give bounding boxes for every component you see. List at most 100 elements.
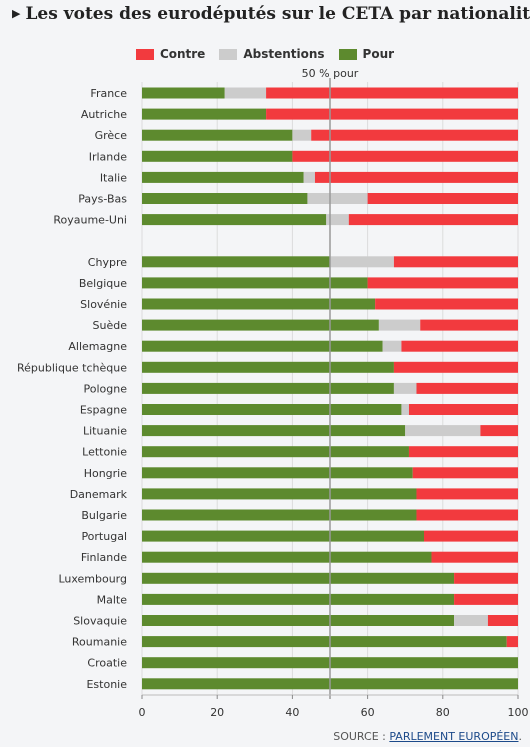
bar-pour: [142, 129, 293, 141]
y-tick-label: Pologne: [84, 382, 128, 395]
bar-contre: [375, 298, 518, 310]
y-tick-label: Malte: [97, 593, 128, 606]
bar-pour: [142, 340, 383, 352]
bar-contre: [416, 509, 518, 521]
bar-pour: [142, 425, 406, 437]
bar-abstentions: [224, 87, 267, 99]
x-tick-label: 20: [210, 706, 224, 719]
y-tick-label: Hongrie: [84, 467, 128, 480]
y-tick-label: Grèce: [95, 129, 128, 142]
bar-pour: [142, 361, 394, 373]
bar-abstentions: [303, 171, 315, 183]
source-prefix: SOURCE :: [333, 730, 390, 743]
bar-contre: [487, 615, 518, 626]
bar-contre: [292, 150, 518, 162]
bar-pour: [142, 488, 417, 500]
bar-contre: [367, 277, 518, 289]
y-tick-label: Portugal: [81, 530, 127, 543]
y-tick-label: Lettonie: [82, 446, 127, 459]
bar-pour: [142, 277, 368, 289]
bar-pour: [142, 171, 304, 183]
source-credit: SOURCE : PARLEMENT EUROPÉEN.: [333, 730, 522, 743]
y-tick-label: Royaume-Uni: [53, 214, 127, 227]
legend-label-contre: Contre: [159, 47, 206, 61]
bar-contre: [314, 171, 518, 183]
bar-pour: [142, 108, 267, 120]
bar-abstentions: [378, 319, 421, 331]
y-tick-label: Irlande: [89, 150, 128, 163]
bar-pour: [142, 382, 394, 394]
bar-contre: [412, 467, 518, 479]
bar-pour: [142, 150, 293, 162]
y-tick-label: Allemagne: [68, 340, 127, 353]
bar-contre: [393, 256, 518, 268]
bar-contre: [266, 87, 518, 99]
source-link[interactable]: PARLEMENT EUROPÉEN: [389, 730, 519, 743]
legend-item-contre: Contre: [135, 47, 206, 61]
x-tick-label: 60: [361, 706, 375, 719]
bar-contre: [401, 340, 518, 352]
bar-abstentions: [405, 425, 481, 437]
x-tick-label: 80: [436, 706, 450, 719]
y-tick-label: Pays-Bas: [78, 193, 127, 206]
bar-abstentions: [292, 129, 312, 141]
bar-contre: [424, 530, 518, 542]
bar-abstentions: [382, 340, 402, 352]
bar-contre: [393, 361, 518, 373]
bar-contre: [416, 488, 518, 500]
bar-abstentions: [330, 256, 394, 268]
bar-pour: [142, 446, 409, 458]
bar-contre: [454, 593, 518, 605]
bar-pour: [142, 193, 308, 204]
legend-swatch-abstentions: [219, 48, 238, 60]
legend-label-abstentions: Abstentions: [243, 47, 325, 61]
y-tick-label: Danemark: [70, 488, 128, 501]
chart-title-text: Les votes des eurodéputés sur le CETA pa…: [25, 4, 530, 24]
x-tick-label: 0: [139, 706, 146, 719]
y-tick-label: Roumanie: [72, 636, 127, 649]
bar-contre: [506, 636, 518, 648]
y-tick-label: Lituanie: [83, 425, 127, 438]
bar-contre: [311, 129, 518, 141]
bar-contre: [408, 446, 518, 458]
bar-abstentions: [393, 382, 417, 394]
bar-abstentions: [454, 615, 488, 626]
bar-contre: [266, 108, 518, 120]
source-suffix: .: [518, 730, 523, 743]
bar-contre: [454, 572, 518, 584]
bar-contre: [348, 214, 518, 226]
bar-pour: [142, 467, 413, 479]
chart-title: ▶ Les votes des eurodéputés sur le CETA p…: [12, 4, 530, 24]
bar-pour: [142, 572, 455, 584]
legend-swatch-pour: [338, 48, 357, 60]
bar-pour: [142, 636, 507, 648]
y-tick-label: France: [90, 87, 127, 100]
bar-pour: [142, 87, 225, 99]
bar-contre: [431, 551, 518, 563]
bar-pour: [142, 615, 455, 626]
bar-pour: [142, 593, 455, 605]
bar-pour: [142, 298, 376, 310]
legend-swatch-contre: [135, 48, 154, 60]
legend-item-abstentions: Abstentions: [219, 47, 325, 61]
bar-contre: [408, 404, 518, 415]
y-tick-label: Finlande: [81, 551, 127, 564]
y-tick-label: Bulgarie: [81, 509, 127, 522]
y-tick-label: Estonie: [86, 678, 127, 691]
y-tick-label: Belgique: [79, 277, 127, 290]
bar-pour: [142, 404, 402, 415]
legend-label-pour: Pour: [362, 47, 395, 61]
bar-abstentions: [307, 193, 368, 204]
bar-contre: [480, 425, 518, 437]
y-tick-label: Autriche: [81, 108, 127, 121]
bar-contre: [367, 193, 518, 204]
reference-line-label: 50 % pour: [302, 67, 359, 80]
bar-pour: [142, 256, 330, 268]
legend-item-pour: Pour: [338, 47, 395, 61]
bar-contre: [420, 319, 518, 331]
bar-pour: [142, 551, 432, 563]
bar-abstentions: [326, 214, 349, 226]
bar-pour: [142, 319, 379, 331]
y-tick-label: Italie: [100, 171, 127, 184]
